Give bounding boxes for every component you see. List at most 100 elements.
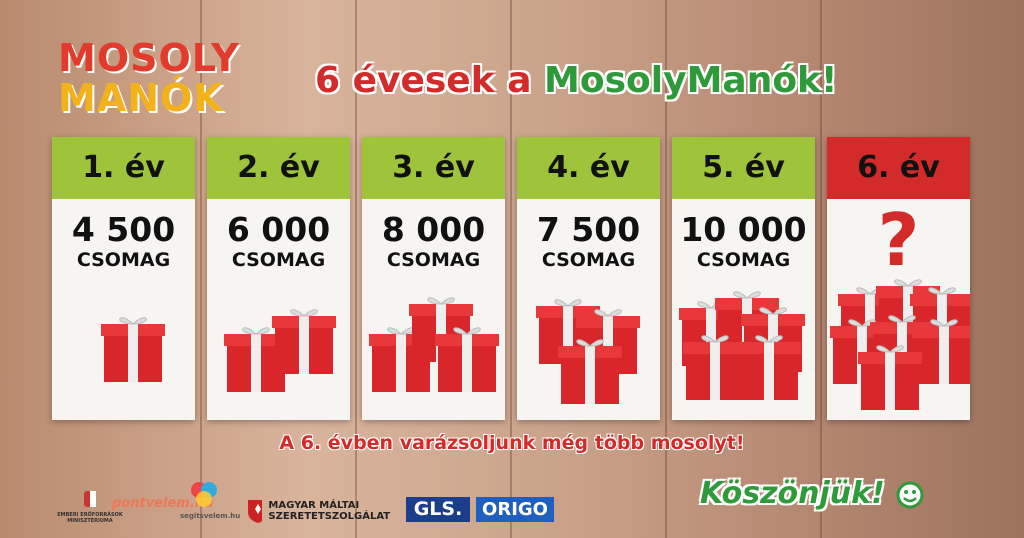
- gift: [558, 339, 622, 404]
- gift-bow: [427, 297, 455, 305]
- gift: [858, 345, 922, 410]
- card-unit: CSOMAG: [76, 249, 171, 271]
- card: 2. év 6 000 CSOMAG: [207, 137, 350, 420]
- card-amount: ?: [877, 198, 920, 282]
- gift-bow: [848, 319, 876, 327]
- title-part: MosolyManók!: [544, 60, 838, 101]
- gift-ribbon: [585, 346, 595, 404]
- gift-ribbon: [710, 342, 720, 400]
- card-amount: 10 000: [680, 210, 807, 249]
- gift-ribbon: [396, 334, 406, 392]
- crest: [84, 491, 96, 507]
- gift: [101, 317, 165, 382]
- maltai-icon: [248, 500, 263, 523]
- plank: [355, 0, 357, 538]
- thanks: Köszönjük!: [700, 476, 925, 511]
- gift-ribbon: [462, 334, 472, 392]
- gift-ribbon: [885, 352, 895, 410]
- card: 4. év 7 500 CSOMAG: [517, 137, 660, 420]
- gift-bow: [928, 287, 956, 295]
- gift-bow: [733, 291, 761, 299]
- card: 5. év 10 000 CSOMAG: [672, 137, 815, 420]
- plank: [200, 0, 202, 538]
- gift: [737, 335, 801, 400]
- gift-bow: [242, 327, 270, 335]
- logo-line: MOSOLY: [58, 36, 240, 80]
- sponsor-origo: ORIGO: [476, 497, 554, 522]
- gift-ribbon: [937, 294, 947, 352]
- gift-bow: [554, 299, 582, 307]
- gift-ribbon: [939, 326, 949, 384]
- card-year: 4. év: [517, 137, 660, 199]
- sponsor-text: segitsvelem.hu: [180, 512, 241, 520]
- gift: [435, 327, 499, 392]
- gift-bow: [701, 335, 729, 343]
- gifts: [224, 309, 336, 392]
- gift-bow: [119, 317, 147, 325]
- segits-icon: [191, 482, 217, 507]
- gifts: [369, 297, 499, 392]
- card-year: 1. év: [52, 137, 195, 199]
- card: 6. év?: [827, 137, 970, 420]
- sponsor-gls: GLS.: [406, 497, 470, 522]
- plank: [820, 0, 822, 538]
- gift-ribbon: [251, 334, 261, 392]
- gift: [272, 309, 336, 374]
- card-year: 3. év: [362, 137, 505, 199]
- gift-ribbon: [897, 322, 907, 380]
- card-unit: CSOMAG: [386, 249, 481, 271]
- gift-ribbon: [436, 304, 446, 362]
- gift-ribbon: [603, 316, 613, 374]
- gift-bow: [930, 319, 958, 327]
- sponsor-ministry: EMBERI ERŐFORRÁSOK MINISZTÉRIUMA: [55, 488, 125, 524]
- gifts: [536, 299, 640, 404]
- gift-bow: [894, 279, 922, 287]
- sponsor-text: EMBERI ERŐFORRÁSOK MINISZTÉRIUMA: [57, 512, 123, 524]
- sponsor-segitsvelem: segitsvelem.hu: [180, 478, 241, 520]
- plank: [510, 0, 512, 538]
- gift-bow: [759, 307, 787, 315]
- slogan: A 6. évben varázsoljunk még több mosolyt…: [279, 432, 745, 454]
- gifts: [101, 317, 165, 382]
- card-unit: CSOMAG: [231, 249, 326, 271]
- gift-ribbon: [706, 308, 716, 366]
- gift-bow: [888, 315, 916, 323]
- plank: [665, 0, 667, 538]
- gift-ribbon: [299, 316, 309, 374]
- smiley: [896, 481, 924, 508]
- logo-line: MANÓK: [58, 76, 224, 120]
- gift-bow: [755, 335, 783, 343]
- logo: MOSOLY MANÓK: [58, 38, 240, 118]
- gifts: [679, 291, 805, 400]
- card-amount: 8 000: [381, 210, 486, 249]
- card-unit: CSOMAG: [696, 249, 791, 271]
- gift-bow: [594, 309, 622, 317]
- gift: [683, 335, 747, 400]
- gift: [912, 319, 970, 384]
- gift-bow: [876, 345, 904, 353]
- card-year: 6. év: [827, 137, 970, 199]
- gifts: [830, 279, 970, 410]
- card: 1. év 4 500 CSOMAG: [52, 137, 195, 420]
- card-unit: CSOMAG: [541, 249, 636, 271]
- sponsor-maltai: MAGYAR MÁLTAI SZERETETSZOLGÁLAT: [246, 498, 416, 524]
- card: 3. év 8 000 CSOMAG: [362, 137, 505, 420]
- gift-bow: [576, 339, 604, 347]
- card-year: 2. év: [207, 137, 350, 199]
- title: 6 évesek a MosolyManók!: [315, 60, 837, 101]
- title-part: 6 évesek a: [315, 60, 532, 101]
- card-amount: 6 000: [226, 210, 331, 249]
- sponsor-pontvelem: pontvelem.hu: [112, 496, 214, 511]
- gift-ribbon: [128, 324, 138, 382]
- gift-bow: [387, 327, 415, 335]
- gift-bow: [290, 309, 318, 317]
- gift-ribbon: [563, 306, 573, 364]
- gift-bow: [453, 327, 481, 335]
- thanks-text: Köszönjük!: [700, 476, 885, 511]
- card-amount: 4 500: [71, 210, 176, 249]
- card-year: 5. év: [672, 137, 815, 199]
- gift-ribbon: [903, 286, 913, 344]
- gift-ribbon: [764, 342, 774, 400]
- sponsor-text: MAGYAR MÁLTAI SZERETETSZOLGÁLAT: [268, 500, 391, 522]
